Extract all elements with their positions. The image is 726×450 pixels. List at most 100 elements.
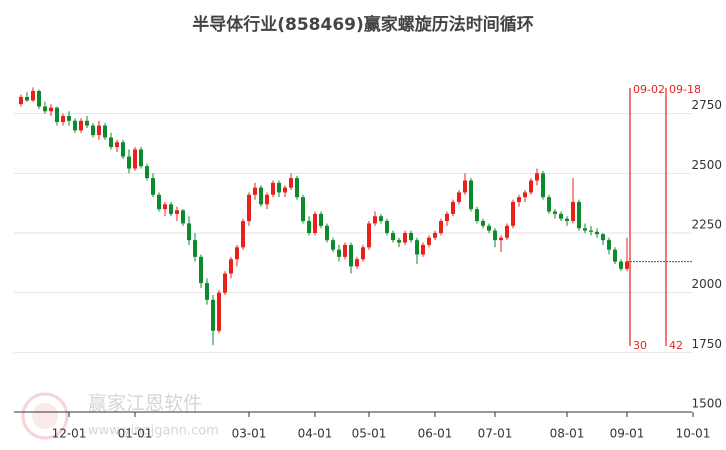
candle-body — [475, 209, 479, 222]
y-tick-label: 2500 — [691, 158, 722, 172]
candle — [505, 223, 509, 241]
candle — [319, 211, 323, 229]
candle — [85, 116, 89, 128]
candle — [523, 190, 527, 202]
y-tick-label: 2000 — [691, 277, 722, 291]
candle — [115, 139, 119, 152]
candle-body — [79, 120, 83, 131]
candle-body — [541, 173, 545, 198]
candle-body — [67, 116, 71, 121]
candle — [271, 180, 275, 198]
candle — [349, 242, 353, 274]
candle — [499, 235, 503, 253]
x-tick-label: 07-01 — [478, 427, 513, 441]
x-tick-label: 01-01 — [118, 427, 153, 441]
candle-body — [361, 247, 365, 260]
candle — [601, 232, 605, 245]
candle — [295, 175, 299, 200]
candle-body — [409, 232, 413, 241]
candle-body — [481, 221, 485, 226]
y-tick-label: 1750 — [691, 337, 722, 351]
candle — [385, 218, 389, 236]
candle — [457, 190, 461, 205]
candle-body — [619, 261, 623, 269]
candle — [193, 232, 197, 262]
chart-title: 半导体行业(858469)赢家螺旋历法时间循环 — [192, 14, 534, 35]
watermark-brand: 赢家江恩软件 — [88, 393, 202, 415]
candle-body — [241, 221, 245, 248]
candle-body — [145, 166, 149, 179]
candle-body — [289, 178, 293, 188]
candle-body — [547, 197, 551, 212]
candle-body — [457, 192, 461, 202]
candle-body — [565, 218, 569, 222]
candle-body — [421, 244, 425, 255]
candle-body — [301, 197, 305, 222]
candle — [565, 216, 569, 226]
candle-body — [55, 107, 59, 122]
candle — [529, 178, 533, 195]
candle — [37, 89, 41, 109]
candle — [517, 194, 521, 207]
candle — [55, 106, 59, 126]
candle — [19, 94, 23, 107]
x-tick-label: 05-01 — [352, 427, 387, 441]
candle-body — [493, 230, 497, 241]
candle — [379, 213, 383, 224]
x-tick-label: 12-01 — [52, 427, 87, 441]
candle-body — [307, 221, 311, 233]
candle-body — [583, 228, 587, 231]
candle — [49, 104, 53, 117]
candle-body — [211, 299, 215, 331]
candle-body — [157, 194, 161, 210]
candle-body — [319, 213, 323, 226]
candle — [121, 139, 125, 159]
candle-body — [127, 156, 131, 169]
x-tick-label: 08-01 — [550, 427, 585, 441]
candle-body — [151, 178, 155, 195]
candle — [229, 256, 233, 279]
candle-body — [271, 182, 275, 195]
candle-body — [37, 90, 41, 107]
candle — [547, 194, 551, 214]
candle — [187, 216, 191, 245]
candle-body — [217, 292, 221, 331]
y-tick-label: 2750 — [691, 98, 722, 112]
candle — [583, 223, 587, 233]
candle-body — [499, 237, 503, 241]
candle — [175, 206, 179, 222]
candle-body — [451, 201, 455, 214]
candle — [157, 192, 161, 212]
candle — [481, 218, 485, 229]
candle-body — [205, 283, 209, 300]
candle — [367, 221, 371, 250]
candle-body — [43, 106, 47, 112]
candle — [241, 218, 245, 250]
candle-body — [133, 149, 137, 169]
x-tick-label: 04-01 — [298, 427, 333, 441]
candle-body — [73, 120, 77, 131]
candle — [151, 173, 155, 198]
candle-body — [529, 180, 533, 193]
cycle-date: 09-18 — [669, 83, 701, 96]
candle-body — [91, 125, 95, 136]
candle-body — [193, 240, 197, 257]
candle — [313, 211, 317, 236]
candle-body — [295, 178, 299, 198]
candle — [331, 237, 335, 253]
candle — [451, 199, 455, 217]
candle — [625, 237, 629, 272]
candle — [73, 118, 77, 133]
candle — [433, 230, 437, 241]
candle — [259, 185, 263, 207]
candle — [571, 178, 575, 224]
candle-body — [415, 240, 419, 255]
candle-body — [313, 213, 317, 233]
candle — [469, 178, 473, 212]
candle — [535, 168, 539, 186]
candle-body — [595, 231, 599, 235]
candle — [427, 235, 431, 248]
candle-body — [379, 216, 383, 222]
candle-body — [463, 180, 467, 193]
